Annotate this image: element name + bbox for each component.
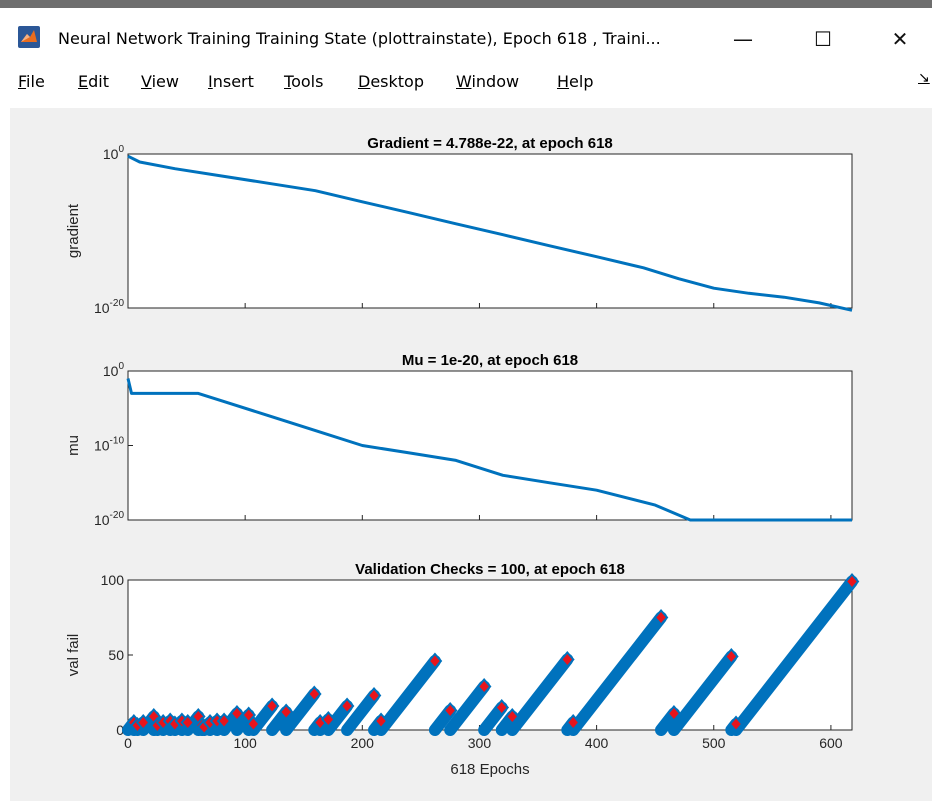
segment-end-marker	[135, 713, 151, 732]
plot-title: Validation Checks = 100, at epoch 618	[355, 561, 625, 578]
menu-tools[interactable]: Tools	[284, 72, 324, 91]
segment-end-marker	[373, 712, 389, 730]
series-line	[126, 378, 852, 522]
y-tick-label: 0	[116, 722, 124, 738]
y-tick-label: 100	[101, 572, 125, 588]
menu-file[interactable]: File	[18, 72, 45, 91]
segment-end-marker	[366, 686, 382, 705]
x-tick-label: 400	[585, 735, 609, 751]
segment-end-marker	[339, 697, 355, 715]
segment-end-marker	[306, 685, 322, 703]
matlab-app-icon	[18, 26, 40, 48]
segment-end-marker	[264, 697, 280, 715]
window-title-bar[interactable]: Neural Network Training Training State (…	[0, 8, 932, 58]
plot-title: Gradient = 4.788e-22, at epoch 618	[367, 135, 613, 152]
x-tick-label: 200	[351, 735, 375, 751]
desktop-top-strip	[0, 0, 932, 8]
menu-window[interactable]: Window	[456, 72, 520, 91]
figure-canvas: Gradient = 4.788e-22, at epoch 618 gradie…	[65, 135, 860, 778]
plot-title: Mu = 1e-20, at epoch 618	[402, 352, 578, 369]
menu-edit[interactable]: Edit	[78, 72, 109, 91]
series-line	[127, 154, 853, 312]
segment-end-marker	[494, 698, 510, 717]
series-ramp	[506, 653, 574, 736]
menu-view[interactable]: View	[141, 72, 179, 91]
series-ramp	[567, 611, 668, 736]
x-tick-label: 500	[702, 735, 726, 751]
segment-end-marker	[246, 715, 261, 733]
segment-end-marker	[442, 701, 458, 720]
y-axis-label: gradient	[65, 203, 82, 258]
series-ramp	[667, 650, 738, 736]
y-tick-label: 50	[108, 647, 124, 663]
series-ramp	[730, 575, 858, 736]
segment-end-marker	[321, 710, 336, 729]
y-tick-label: 10-10	[94, 436, 124, 454]
segment-end-marker	[728, 715, 744, 733]
y-tick-label: 100	[103, 361, 125, 379]
x-tick-label: 300	[468, 735, 492, 751]
plot-axes-box	[127, 370, 853, 521]
menu-help[interactable]: Help	[557, 72, 594, 91]
mu-plot: Mu = 1e-20, at epoch 618 mu 100 10-10 10-20	[65, 352, 853, 528]
segment-end-marker	[427, 652, 443, 670]
x-tick-label: 600	[819, 735, 843, 751]
menu-bar: File Edit View Insert Tools Desktop Wind…	[0, 62, 932, 102]
series-ramp	[444, 680, 491, 736]
menu-desktop[interactable]: Desktop	[358, 72, 424, 91]
segment-end-marker	[180, 713, 196, 732]
minimize-button[interactable]: —	[733, 27, 753, 51]
segment-end-marker	[476, 677, 492, 696]
toolbar-dock-arrow-icon[interactable]: ↘	[918, 70, 930, 86]
x-tick-label: 100	[233, 735, 257, 751]
menu-insert[interactable]: Insert	[208, 72, 254, 91]
segment-end-marker	[216, 712, 232, 730]
y-tick-label: 10-20	[94, 298, 124, 316]
segment-end-marker	[278, 703, 294, 721]
y-tick-label: 100	[103, 144, 125, 162]
y-axis-label: val fail	[65, 634, 82, 677]
segment-end-marker	[844, 572, 860, 591]
y-tick-label: 10-20	[94, 510, 124, 528]
segment-end-marker	[724, 647, 739, 666]
segment-end-marker	[653, 608, 669, 627]
y-axis-label: mu	[65, 435, 82, 456]
segment-end-marker	[504, 707, 520, 726]
gradient-plot: Gradient = 4.788e-22, at epoch 618 gradie…	[65, 135, 853, 316]
segment-end-marker	[560, 650, 575, 669]
window-title: Neural Network Training Training State (…	[58, 29, 661, 48]
close-button[interactable]: ✕	[891, 27, 909, 51]
maximize-button[interactable]: ☐	[814, 27, 832, 51]
series-ramp	[280, 688, 321, 736]
x-tick-label: 0	[124, 735, 132, 751]
segment-end-marker	[229, 704, 245, 723]
figure-area: Gradient = 4.788e-22, at epoch 618 gradie…	[10, 108, 932, 801]
segment-end-marker	[565, 713, 581, 732]
segment-end-marker	[666, 704, 682, 723]
series-ramp	[341, 689, 381, 736]
series-ramp	[375, 655, 441, 736]
x-axis-label: 618 Epochs	[450, 761, 529, 778]
validation-checks-plot: Validation Checks = 100, at epoch 618 val…	[65, 561, 860, 778]
